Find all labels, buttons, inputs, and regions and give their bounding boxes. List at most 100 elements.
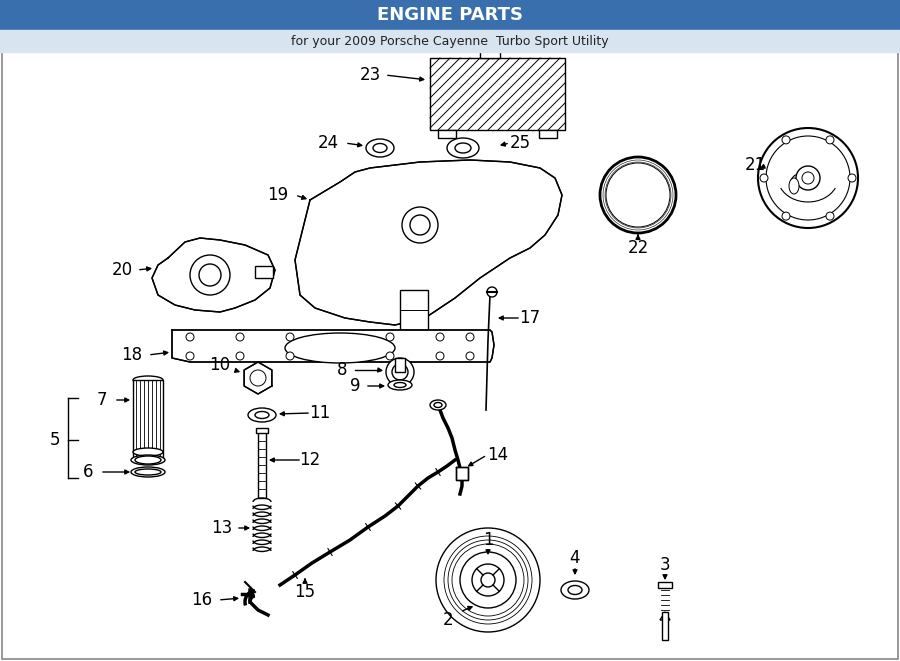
Text: 1: 1 (482, 531, 493, 549)
Text: 12: 12 (300, 451, 320, 469)
Bar (658, 582, 672, 588)
Bar (0, 30, 900, 52)
Text: 2: 2 (443, 611, 454, 629)
Circle shape (472, 564, 504, 596)
Bar (400, 290, 428, 330)
Circle shape (436, 528, 540, 632)
Circle shape (386, 333, 394, 341)
Ellipse shape (455, 143, 471, 153)
Polygon shape (456, 467, 468, 480)
Text: 11: 11 (310, 404, 330, 422)
Circle shape (481, 573, 495, 587)
Ellipse shape (131, 455, 165, 465)
Circle shape (410, 215, 430, 235)
Polygon shape (660, 612, 670, 620)
Text: 14: 14 (488, 446, 508, 464)
Circle shape (796, 166, 820, 190)
Text: 22: 22 (627, 239, 649, 257)
Bar (256, 428, 268, 433)
Ellipse shape (568, 586, 582, 594)
Circle shape (466, 333, 474, 341)
Bar (438, 130, 456, 138)
Text: 13: 13 (212, 519, 232, 537)
Text: 19: 19 (267, 186, 289, 204)
Text: 5: 5 (50, 431, 60, 449)
Circle shape (236, 333, 244, 341)
Bar (480, 50, 500, 58)
Text: 20: 20 (112, 261, 132, 279)
Text: 8: 8 (337, 361, 347, 379)
Bar (258, 430, 266, 498)
Ellipse shape (285, 333, 395, 363)
Circle shape (848, 174, 856, 182)
Ellipse shape (373, 143, 387, 153)
Ellipse shape (248, 408, 276, 422)
Circle shape (782, 136, 790, 144)
Circle shape (186, 352, 194, 360)
Circle shape (436, 352, 444, 360)
Bar (539, 130, 557, 138)
Circle shape (600, 157, 676, 233)
Circle shape (758, 128, 858, 228)
Circle shape (402, 207, 438, 243)
Text: 3: 3 (660, 556, 670, 574)
Ellipse shape (135, 469, 161, 475)
Circle shape (760, 174, 768, 182)
Circle shape (448, 540, 528, 620)
Circle shape (199, 264, 221, 286)
Text: 16: 16 (192, 591, 212, 609)
Text: 25: 25 (509, 134, 531, 152)
Ellipse shape (430, 400, 446, 410)
Circle shape (190, 255, 230, 295)
Circle shape (386, 358, 414, 386)
Polygon shape (152, 238, 275, 312)
Text: 17: 17 (519, 309, 541, 327)
Ellipse shape (131, 467, 165, 477)
Polygon shape (172, 330, 494, 362)
Ellipse shape (133, 376, 163, 384)
Circle shape (236, 352, 244, 360)
Bar (0, 0, 900, 30)
Text: ENGINE PARTS: ENGINE PARTS (377, 6, 523, 24)
Bar (133, 380, 163, 460)
Circle shape (802, 172, 814, 184)
Polygon shape (244, 362, 272, 394)
Ellipse shape (434, 403, 442, 407)
Circle shape (766, 136, 850, 220)
Circle shape (606, 163, 670, 227)
Bar (662, 612, 668, 640)
Ellipse shape (561, 581, 589, 599)
Ellipse shape (447, 138, 479, 158)
Circle shape (286, 352, 294, 360)
Text: 24: 24 (318, 134, 338, 152)
Text: 18: 18 (122, 346, 142, 364)
Ellipse shape (388, 380, 412, 390)
Circle shape (444, 536, 532, 624)
Circle shape (250, 370, 266, 386)
Ellipse shape (789, 178, 799, 194)
Ellipse shape (255, 412, 269, 418)
Bar (255, 266, 273, 278)
Text: 6: 6 (83, 463, 94, 481)
Text: 10: 10 (210, 356, 230, 374)
Text: 9: 9 (350, 377, 360, 395)
Ellipse shape (133, 448, 163, 456)
Text: 23: 23 (359, 66, 381, 84)
Ellipse shape (366, 139, 394, 157)
Bar (395, 358, 405, 372)
Circle shape (826, 136, 834, 144)
Circle shape (826, 212, 834, 220)
Text: 21: 21 (744, 156, 766, 174)
Bar (430, 58, 565, 130)
Circle shape (386, 352, 394, 360)
Circle shape (186, 333, 194, 341)
Circle shape (460, 552, 516, 608)
Circle shape (452, 544, 524, 616)
Ellipse shape (394, 383, 406, 387)
Circle shape (436, 333, 444, 341)
Polygon shape (295, 160, 562, 325)
Ellipse shape (135, 456, 161, 464)
Circle shape (286, 333, 294, 341)
Text: 4: 4 (570, 549, 580, 567)
Circle shape (392, 364, 408, 380)
